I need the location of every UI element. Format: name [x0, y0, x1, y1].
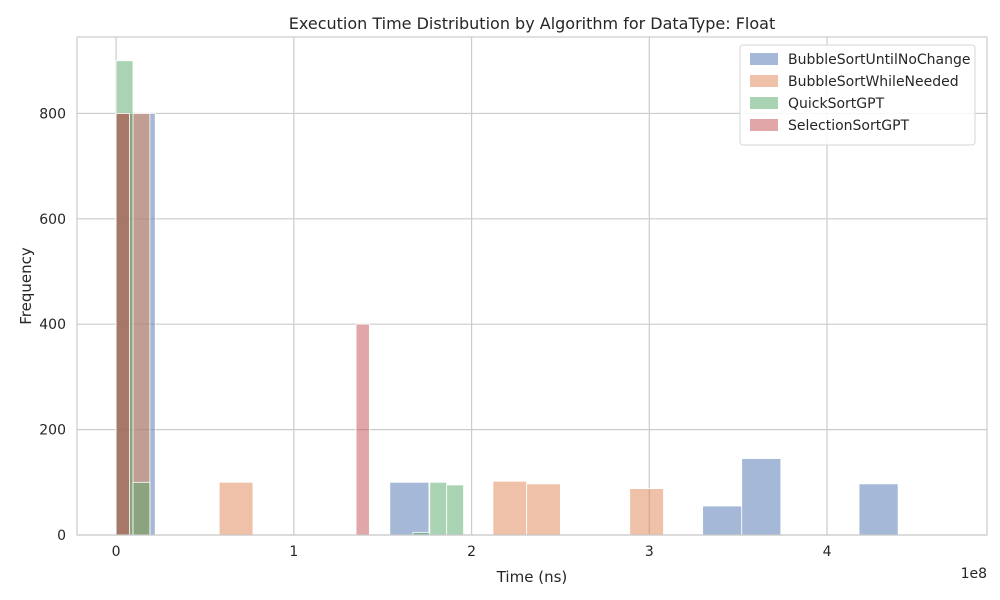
- y-tick-label: 200: [39, 423, 66, 439]
- y-tick-label: 800: [39, 106, 66, 122]
- legend-label-bubblesortwhileneeded: BubbleSortWhileNeeded: [788, 74, 959, 90]
- y-axis-ticks: 0 200 400 600 800: [39, 106, 66, 544]
- bar-quicksortgpt: [446, 484, 464, 536]
- plot-frame: [76, 36, 988, 536]
- y-tick-label: 400: [39, 317, 66, 333]
- bar-bubblesortuntilnochange: [858, 483, 899, 536]
- bar-selectionsortgpt: [115, 113, 130, 536]
- bar-bubblesortwhileneeded: [492, 480, 528, 536]
- legend-label-quicksortgpt: QuickSortGPT: [788, 96, 885, 112]
- bar-bubblesortuntilnochange: [389, 481, 430, 536]
- legend-label-selectionsortgpt: SelectionSortGPT: [788, 118, 910, 134]
- x-axis-label: Time (ns): [496, 568, 568, 586]
- y-tick-label: 600: [39, 212, 66, 228]
- legend: BubbleSortUntilNoChange BubbleSortWhileNe…: [739, 44, 976, 146]
- bar-bubblesortwhileneeded: [526, 483, 561, 536]
- bar-selectionsortgpt: [355, 323, 370, 536]
- histogram-bars: [115, 60, 899, 536]
- legend-label-bubblesortuntilnochange: BubbleSortUntilNoChange: [788, 52, 970, 68]
- x-tick-label: 2: [467, 544, 476, 560]
- y-tick-label: 0: [57, 528, 66, 544]
- x-axis-ticks: 0 1 2 3 4: [112, 544, 832, 560]
- chart-title: Execution Time Distribution by Algorithm…: [289, 14, 775, 33]
- bar-quicksortgpt: [132, 481, 151, 536]
- x-tick-label: 4: [823, 544, 832, 560]
- bar-quicksortgpt: [429, 481, 448, 536]
- bar-bubblesortuntilnochange: [741, 458, 782, 536]
- x-tick-label: 1: [289, 544, 298, 560]
- x-tick-label: 3: [645, 544, 654, 560]
- y-axis-label: Frequency: [17, 247, 35, 325]
- legend-swatch-bubblesortuntilnochange: [750, 53, 778, 65]
- x-tick-label: 0: [112, 544, 121, 560]
- legend-swatch-quicksortgpt: [750, 97, 778, 109]
- legend-box: [739, 44, 976, 146]
- bar-bubblesortwhileneeded: [629, 488, 664, 536]
- x-axis-offset-label: 1e8: [961, 566, 987, 582]
- legend-swatch-bubblesortwhileneeded: [750, 75, 778, 87]
- bar-bubblesortwhileneeded: [218, 481, 254, 536]
- bar-bubblesortuntilnochange: [702, 505, 743, 536]
- legend-swatch-selectionsortgpt: [750, 119, 778, 131]
